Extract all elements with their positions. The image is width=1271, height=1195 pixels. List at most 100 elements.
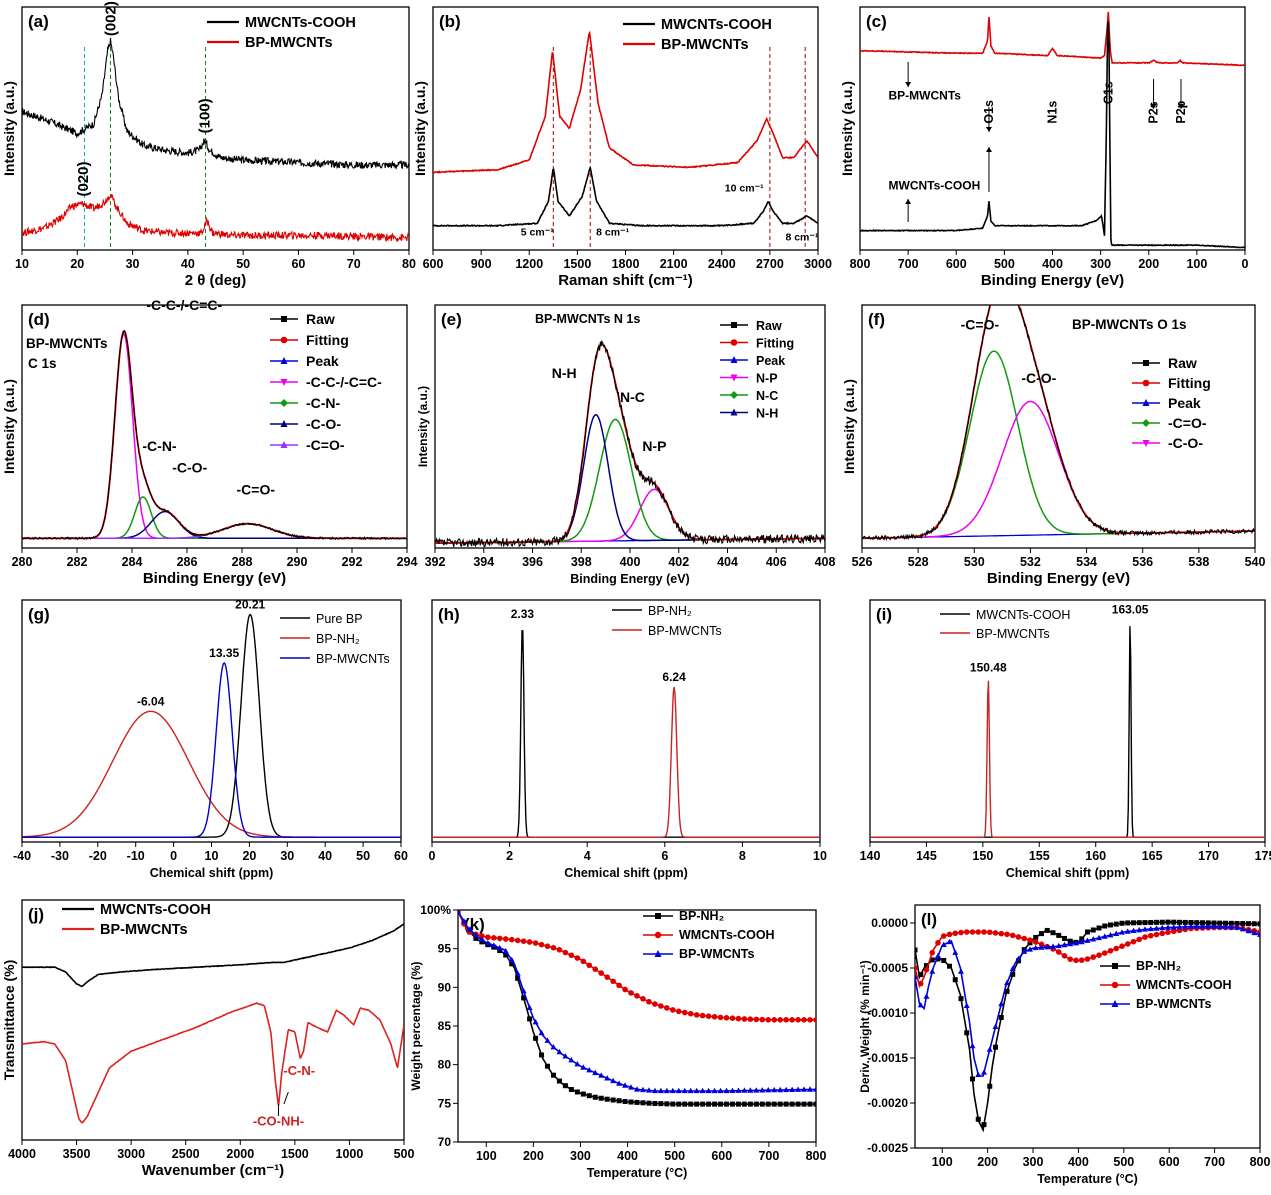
data-point bbox=[1142, 934, 1148, 940]
panel-label: (j) bbox=[28, 905, 44, 924]
data-point bbox=[550, 944, 557, 951]
chart-title: BP-MWCNTs O 1s bbox=[1072, 317, 1187, 332]
data-point bbox=[1223, 920, 1228, 926]
x-tick-label: 800 bbox=[850, 257, 871, 271]
data-point bbox=[634, 1086, 640, 1092]
legend-marker bbox=[654, 950, 662, 957]
plot-frame bbox=[457, 909, 817, 1143]
data-point bbox=[1125, 920, 1131, 926]
data-point bbox=[1193, 923, 1200, 929]
component-peak bbox=[435, 488, 825, 544]
x-tick-label: -10 bbox=[127, 849, 145, 863]
legend-entry: N-P bbox=[756, 372, 778, 386]
data-point bbox=[1027, 937, 1033, 943]
legend-marker bbox=[280, 420, 288, 427]
data-point bbox=[1148, 919, 1154, 925]
legend-entry: Pure BP bbox=[316, 612, 363, 626]
data-point bbox=[1199, 923, 1206, 929]
x-tick-label: 408 bbox=[815, 555, 836, 569]
data-point bbox=[1009, 965, 1016, 971]
data-point bbox=[777, 1101, 783, 1107]
legend-entry: BP-NH₂ bbox=[679, 909, 724, 923]
series-line-mwcnts-cooh bbox=[860, 21, 1245, 249]
data-point bbox=[556, 1048, 563, 1055]
x-tick-label: 400 bbox=[620, 555, 641, 569]
x-tick-label: -20 bbox=[89, 849, 107, 863]
data-point bbox=[669, 1087, 676, 1094]
peak-label: 163.05 bbox=[1112, 602, 1149, 616]
data-point bbox=[700, 1101, 706, 1107]
data-point bbox=[1211, 923, 1217, 929]
x-tick-label: 1500 bbox=[563, 257, 591, 271]
legend-marker bbox=[280, 399, 288, 407]
data-point bbox=[1228, 920, 1234, 926]
x-tick-label: 300 bbox=[1090, 257, 1111, 271]
x-tick-label: 0 bbox=[170, 849, 177, 863]
data-point bbox=[813, 1017, 816, 1023]
legend-marker bbox=[281, 316, 287, 322]
y-tick-label: 90 bbox=[438, 980, 452, 994]
data-point bbox=[1078, 938, 1085, 945]
x-tick-label: 528 bbox=[908, 555, 929, 569]
x-tick-label: 60 bbox=[394, 849, 408, 863]
legend-entry: BP-NH₂ bbox=[316, 632, 360, 646]
data-point bbox=[539, 1052, 545, 1058]
data-point bbox=[1119, 929, 1125, 935]
chart-title: BP-MWCNTs N 1s bbox=[535, 312, 640, 326]
x-tick-label: 538 bbox=[1188, 555, 1209, 569]
data-point bbox=[1205, 920, 1211, 926]
y-tick-label: -0.0010 bbox=[867, 1006, 908, 1020]
x-tick-label: 282 bbox=[67, 555, 88, 569]
data-point bbox=[568, 1057, 575, 1063]
panel-g: -40 -30 -20 -10 0 10 20 30 40 50 60 Chemical shift … bbox=[13, 598, 408, 880]
data-point bbox=[986, 929, 993, 936]
y-axis-label: Transmittance (%) bbox=[1, 960, 17, 1081]
data-point bbox=[1056, 932, 1062, 938]
peak-label: C1s bbox=[1101, 81, 1115, 104]
spectrum-line bbox=[22, 710, 401, 838]
y-tick-label: -0.0015 bbox=[867, 1051, 908, 1065]
data-point bbox=[527, 1016, 533, 1022]
data-point bbox=[1234, 920, 1240, 926]
data-point bbox=[771, 1101, 777, 1107]
x-tick-label: 500 bbox=[394, 1147, 415, 1161]
data-point bbox=[616, 982, 622, 989]
peak-label: -C-O- bbox=[1021, 370, 1056, 386]
data-point bbox=[521, 995, 527, 1001]
peak-label: 6.24 bbox=[662, 670, 686, 684]
data-point bbox=[1124, 941, 1131, 947]
data-point bbox=[915, 973, 918, 980]
panel-label: (h) bbox=[438, 605, 460, 624]
panel-i: 140 145 150 155 160 165 170 175 Chemical shift (… bbox=[860, 599, 1271, 880]
x-tick-label: 50 bbox=[356, 849, 370, 863]
data-point bbox=[935, 940, 941, 946]
panel-label: (b) bbox=[439, 12, 461, 31]
x-tick-label: 2000 bbox=[226, 1147, 254, 1161]
legend-entry: BP-MWCNTs bbox=[245, 35, 333, 51]
legend-entry: MWCNTs-COOH bbox=[976, 608, 1070, 622]
x-tick-label: 100 bbox=[1186, 257, 1207, 271]
data-point bbox=[981, 1069, 987, 1075]
y-axis-label: Intensity (a.u.) bbox=[412, 81, 428, 176]
spectrum-line bbox=[432, 630, 820, 838]
data-point bbox=[963, 1002, 970, 1008]
series-line-2 bbox=[915, 925, 1260, 1077]
x-tick-label: 400 bbox=[617, 1149, 638, 1163]
data-point bbox=[917, 1002, 924, 1008]
x-tick-label: 700 bbox=[898, 257, 919, 271]
data-point bbox=[1032, 944, 1039, 951]
data-point bbox=[1050, 930, 1056, 936]
data-point bbox=[935, 952, 941, 959]
legend-marker bbox=[1142, 440, 1150, 447]
data-point bbox=[1147, 925, 1154, 932]
data-point bbox=[789, 1086, 796, 1093]
data-point bbox=[699, 1087, 706, 1094]
data-point bbox=[929, 949, 936, 956]
plot-area bbox=[870, 626, 1265, 838]
data-point bbox=[741, 1101, 747, 1107]
data-point bbox=[1067, 956, 1074, 962]
data-point bbox=[676, 1101, 682, 1107]
data-point bbox=[556, 1078, 562, 1084]
raw-line bbox=[435, 339, 825, 548]
data-point bbox=[646, 1100, 652, 1106]
